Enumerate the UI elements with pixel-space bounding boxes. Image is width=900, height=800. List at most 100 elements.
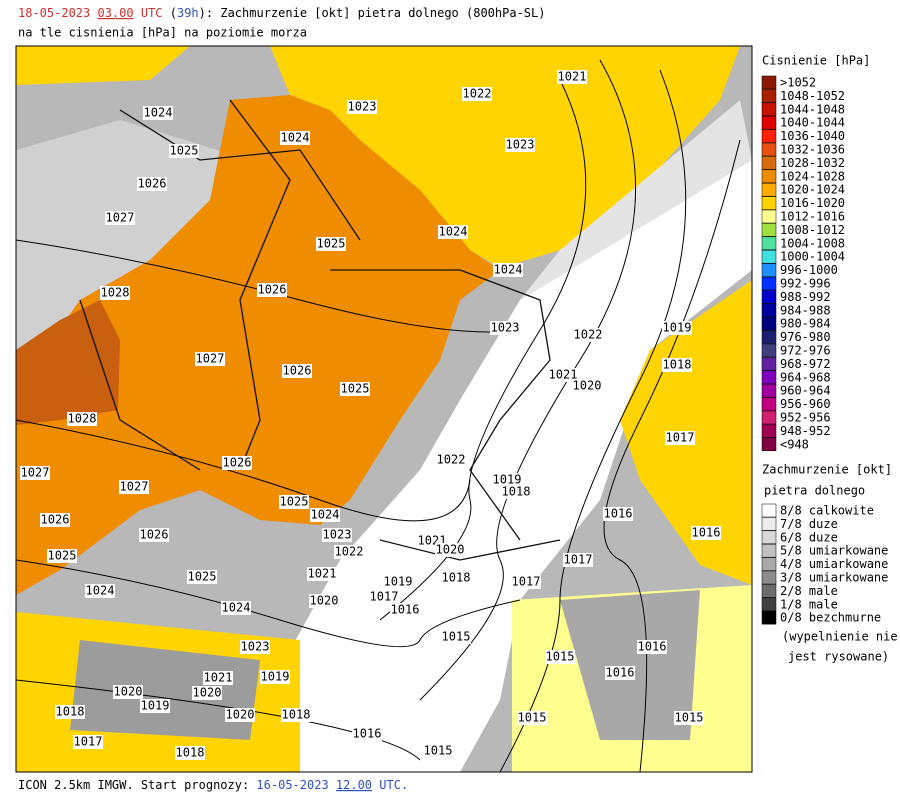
isobar-label: 1026: [283, 364, 312, 378]
lead-time: 39h: [177, 6, 199, 20]
legend-swatch: [761, 517, 777, 531]
isobar-label: 1017: [666, 431, 695, 445]
isobar-label-bg: [662, 358, 692, 372]
footer: ICON 2.5km IMGW. Start prognozy: 16-05-2…: [18, 778, 408, 792]
isobar-label-bg: [435, 543, 465, 557]
start-time: 12.00: [336, 778, 372, 792]
legend-swatch: [761, 290, 777, 304]
isobar-label: 1021: [204, 671, 233, 685]
isobar-label: 1025: [170, 144, 199, 158]
model: ICON 2.5km IMGW. Start prognozy:: [18, 778, 249, 792]
legend-label: 5/8 umiarkowane: [780, 544, 888, 558]
isobar-label-bg: [307, 567, 337, 581]
legend-label: 1048-1052: [780, 89, 845, 103]
isobar-label: 1025: [48, 549, 77, 563]
isobar-label-bg: [462, 87, 492, 101]
legend-swatch: [761, 543, 777, 558]
isobar-label: 1015: [518, 711, 547, 725]
isobar-label-bg: [137, 177, 167, 191]
legend-swatch: [761, 397, 777, 411]
isobar-label-bg: [517, 711, 547, 725]
start-date: 16-05-2023: [256, 778, 328, 792]
isobar-label: 1027: [120, 480, 149, 494]
isobar-label-bg: [390, 603, 420, 617]
legend-swatch: [761, 223, 777, 237]
legend-label: 1004-1008: [780, 236, 845, 250]
isobar-label-bg: [334, 545, 364, 559]
isobar-label: 1024: [311, 508, 340, 522]
isobar-label-bg: [665, 431, 695, 445]
isobar-label-bg: [505, 138, 535, 152]
isobar-label: 1022: [335, 545, 364, 559]
isobar: [16, 239, 521, 333]
legend-swatch: [761, 263, 777, 277]
isobar-label: 1026: [223, 456, 252, 470]
isobar-label-bg: [139, 528, 169, 542]
isobar-label-bg: [143, 106, 173, 120]
isobar-label: 1018: [56, 705, 85, 719]
isobar-label-bg: [309, 594, 339, 608]
isobar-label-bg: [85, 584, 115, 598]
legend-label: 968-972: [780, 357, 831, 371]
legend-swatch: [761, 370, 777, 385]
legend-label: 960-964: [780, 384, 831, 398]
legend-swatch: [761, 503, 777, 518]
isobar-label-bg: [192, 686, 222, 700]
isobar-label: 1018: [282, 708, 311, 722]
isobar-label: 1023: [348, 100, 377, 114]
isobar-label: 1019: [141, 699, 170, 713]
isobar-label: 1019: [493, 473, 522, 487]
legend-label: 1036-1040: [780, 129, 845, 143]
isobar-label: 1017: [564, 553, 593, 567]
isobar-label-bg: [511, 575, 541, 589]
legend-label: 7/8 duze: [780, 517, 838, 531]
isobar-label-bg: [441, 571, 471, 585]
legend-swatch: [761, 584, 777, 598]
legend-swatch: [761, 249, 777, 264]
isobar-label: 1015: [442, 630, 471, 644]
isobar: [419, 59, 636, 701]
isobar-label: 1018: [442, 571, 471, 585]
legend-label: 1040-1044: [780, 116, 845, 130]
isobar-label-bg: [20, 466, 50, 480]
legend-swatch: [761, 597, 777, 612]
isobar-label-bg: [47, 549, 77, 563]
isobar-label: 1023: [506, 138, 535, 152]
legend-swatch: [761, 182, 777, 197]
isobar-label-bg: [423, 744, 453, 758]
isobar-label: 1021: [308, 567, 337, 581]
isobar-label: 1022: [574, 328, 603, 342]
isobar-label: 1016: [604, 507, 633, 521]
isobar-label: 1020: [436, 543, 465, 557]
isobar-label-bg: [322, 528, 352, 542]
isobar-label: 1020: [573, 379, 602, 393]
legend-swatch: [761, 383, 777, 398]
legend-swatch: [761, 115, 777, 130]
isobar-label: 1026: [138, 177, 167, 191]
isobar-label-bg: [257, 283, 287, 297]
isobar-label: 1024: [144, 106, 173, 120]
isobar-label-bg: [187, 570, 217, 584]
legend-label: <948: [780, 437, 809, 451]
legend-label: 1024-1028: [780, 169, 845, 183]
isobar-label-bg: [674, 711, 704, 725]
isobar-label-bg: [605, 666, 635, 680]
isobar-label-bg: [490, 321, 520, 335]
isobar-label: 1016: [638, 640, 667, 654]
cloud-area: [520, 100, 752, 300]
legend-swatch: [761, 410, 777, 425]
isobar-label-bg: [545, 650, 575, 664]
legend-label: 1044-1048: [780, 102, 845, 116]
isobar-label: 1020: [114, 685, 143, 699]
isobar-label-bg: [100, 286, 130, 300]
isobar-label: 1022: [463, 87, 492, 101]
legend-swatch: [761, 276, 777, 291]
cloud-area: [560, 590, 700, 740]
isobar-label-bg: [140, 699, 170, 713]
legend-label: 1000-1004: [780, 250, 845, 264]
isobar-label: 1027: [196, 352, 225, 366]
isobar-label-bg: [169, 144, 199, 158]
legend-swatch: [761, 303, 777, 318]
pressure-area: [270, 46, 740, 268]
isobar-label: 1026: [41, 513, 70, 527]
